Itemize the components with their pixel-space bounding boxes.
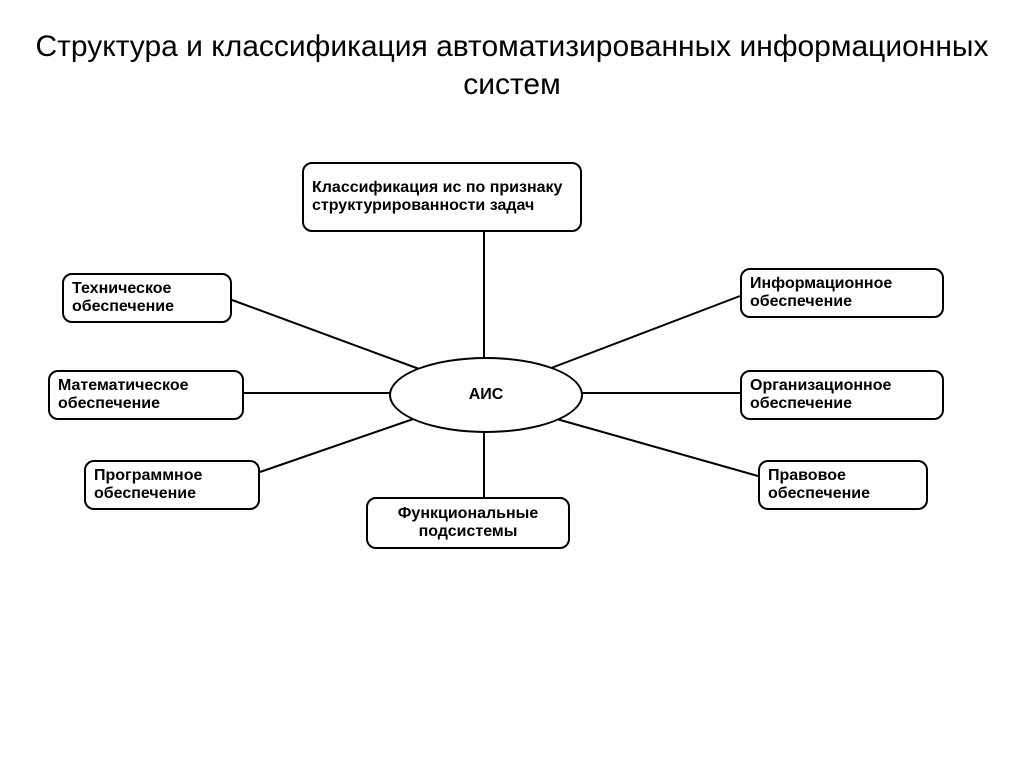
node-br: Правовое обеспечение [758, 460, 928, 510]
node-label: Программное обеспечение [94, 467, 250, 504]
node-top: Классификация ис по признаку структуриро… [302, 162, 582, 232]
node-bottom: Функциональные подсистемы [366, 497, 570, 549]
center-node: АИС [389, 357, 583, 433]
node-bl: Программное обеспечение [84, 460, 260, 510]
node-label: Техническое обеспечение [72, 280, 222, 317]
node-mr: Организационное обеспечение [740, 370, 944, 420]
node-label: Правовое обеспечение [768, 467, 918, 504]
slide: Структура и классификация автоматизирова… [0, 0, 1024, 767]
node-label: Классификация ис по признаку структуриро… [312, 179, 572, 216]
slide-title: Структура и классификация автоматизирова… [0, 28, 1024, 103]
node-tl: Техническое обеспечение [62, 273, 232, 323]
node-tr: Информационное обеспечение [740, 268, 944, 318]
node-label: Математическое обеспечение [58, 377, 234, 414]
node-ml: Математическое обеспечение [48, 370, 244, 420]
center-node-label: АИС [469, 386, 504, 404]
node-label: Функциональные подсистемы [376, 505, 560, 542]
node-label: Организационное обеспечение [750, 377, 934, 414]
node-label: Информационное обеспечение [750, 275, 934, 312]
